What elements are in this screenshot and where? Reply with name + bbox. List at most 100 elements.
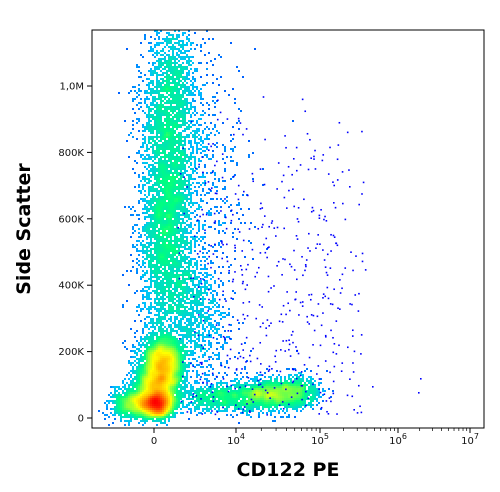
- density-cell: [208, 158, 210, 160]
- density-cell: [178, 368, 180, 370]
- density-cell: [270, 378, 272, 380]
- density-cell: [176, 384, 178, 386]
- density-cell: [222, 316, 224, 318]
- density-cell: [208, 324, 210, 326]
- density-cell: [186, 210, 188, 212]
- density-cell: [264, 376, 266, 378]
- density-cell: [156, 154, 158, 156]
- density-cell: [186, 328, 188, 330]
- density-cell: [156, 34, 158, 36]
- density-cell: [166, 328, 168, 330]
- density-cell: [180, 292, 182, 294]
- density-cell: [150, 186, 152, 188]
- density-cell: [136, 224, 138, 226]
- density-cell: [176, 228, 178, 230]
- density-cell: [168, 286, 170, 288]
- density-cell: [114, 394, 116, 396]
- density-cell: [144, 344, 146, 346]
- density-cell: [136, 382, 138, 384]
- density-cell: [162, 110, 164, 112]
- density-cell: [216, 92, 218, 94]
- density-cell: [180, 154, 182, 156]
- density-cell: [164, 294, 166, 296]
- density-cell: [176, 362, 178, 364]
- density-cell: [148, 336, 150, 338]
- density-cell: [158, 74, 160, 76]
- density-cell: [164, 136, 166, 138]
- density-cell: [154, 258, 156, 260]
- density-cell: [206, 336, 208, 338]
- density-cell: [164, 196, 166, 198]
- density-cell: [200, 138, 202, 140]
- density-cell: [186, 62, 188, 64]
- density-cell: [180, 218, 182, 220]
- density-cell: [152, 390, 154, 392]
- density-cell: [192, 302, 194, 304]
- density-cell: [288, 382, 290, 384]
- density-cell: [202, 316, 204, 318]
- density-cell: [156, 370, 158, 372]
- density-cell: [170, 324, 172, 326]
- density-cell: [306, 394, 308, 396]
- density-cell: [200, 236, 202, 238]
- density-cell: [286, 368, 288, 370]
- density-cell: [172, 152, 174, 154]
- density-cell: [154, 252, 156, 254]
- density-cell: [192, 134, 194, 136]
- density-cell: [150, 326, 152, 328]
- density-cell: [218, 372, 220, 374]
- density-cell: [176, 160, 178, 162]
- density-cell: [176, 290, 178, 292]
- density-cell: [114, 388, 116, 390]
- density-cell: [168, 194, 170, 196]
- density-cell: [146, 232, 148, 234]
- density-cell: [164, 288, 166, 290]
- density-cell: [168, 300, 170, 302]
- density-cell: [144, 112, 146, 114]
- density-cell: [192, 328, 194, 330]
- density-cell: [182, 326, 184, 328]
- density-cell: [158, 98, 160, 100]
- density-cell: [180, 242, 182, 244]
- density-cell: [298, 390, 300, 392]
- density-cell: [236, 122, 238, 124]
- density-cell: [182, 56, 184, 58]
- density-cell: [186, 82, 188, 84]
- density-cell: [194, 130, 196, 132]
- density-cell: [128, 396, 130, 398]
- density-cell: [318, 394, 320, 396]
- density-cell: [164, 360, 166, 362]
- density-cell: [168, 84, 170, 86]
- density-cell: [184, 136, 186, 138]
- density-cell: [150, 164, 152, 166]
- density-cell: [158, 110, 160, 112]
- density-cell: [164, 354, 166, 356]
- density-cell: [238, 70, 240, 72]
- density-cell: [158, 288, 160, 290]
- density-cell: [218, 84, 220, 86]
- density-cell: [166, 118, 168, 120]
- density-cell: [144, 194, 146, 196]
- density-cell: [182, 316, 184, 318]
- density-cell: [174, 338, 176, 340]
- density-cell: [132, 380, 134, 382]
- density-cell: [236, 392, 238, 394]
- density-cell: [144, 302, 146, 304]
- density-cell: [190, 258, 192, 260]
- density-cell: [172, 48, 174, 50]
- density-cell: [158, 348, 160, 350]
- density-cell: [184, 154, 186, 156]
- density-cell: [148, 166, 150, 168]
- density-cell: [296, 386, 298, 388]
- density-cell: [202, 366, 204, 368]
- density-cell: [298, 394, 300, 396]
- density-cell: [136, 66, 138, 68]
- density-cell: [164, 214, 166, 216]
- density-cell: [190, 312, 192, 314]
- density-cell: [210, 344, 212, 346]
- density-cell: [148, 388, 150, 390]
- density-cell: [168, 34, 170, 36]
- density-cell: [216, 302, 218, 304]
- density-cell: [174, 238, 176, 240]
- density-cell: [184, 296, 186, 298]
